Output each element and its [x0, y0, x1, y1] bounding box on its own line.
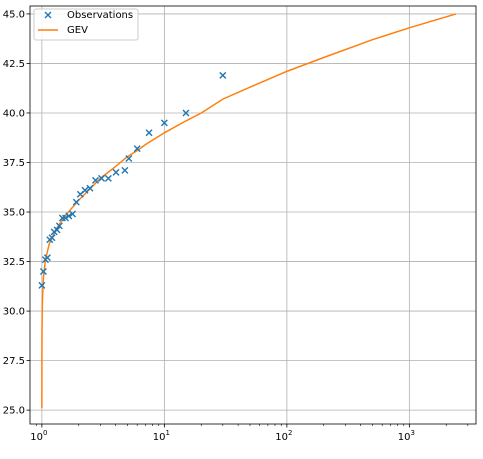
legend: Observations GEV: [33, 8, 139, 41]
grid: [30, 6, 476, 424]
legend-label-observations: Observations: [67, 10, 133, 21]
observation-point: [43, 254, 51, 262]
legend-box: [33, 8, 139, 41]
observation-point: [98, 174, 106, 182]
observation-point: [72, 198, 80, 206]
observation-point: [219, 71, 227, 79]
legend-label-gev: GEV: [67, 25, 88, 36]
observation-point: [112, 168, 120, 176]
plot-frame: [29, 5, 477, 425]
y-tick-label: 25.0: [3, 406, 25, 417]
legend-entry-gev: GEV: [38, 25, 88, 36]
y-tick-label: 45.0: [3, 9, 25, 20]
observation-point: [145, 129, 153, 137]
observations-series: [38, 71, 227, 289]
legend-entry-observations: Observations: [44, 10, 133, 21]
observation-point: [48, 234, 56, 242]
observation-point: [125, 155, 133, 163]
y-tick-label: 37.5: [3, 158, 25, 169]
observation-point: [55, 222, 63, 230]
observation-point: [65, 212, 73, 220]
observation-point: [39, 267, 47, 275]
observation-point: [62, 214, 70, 222]
x-tick-label: 103: [398, 429, 415, 443]
y-tick-label: 30.0: [3, 307, 25, 318]
y-tick-label: 42.5: [3, 59, 25, 70]
observation-point: [81, 186, 89, 194]
observation-point: [69, 210, 77, 218]
y-tick-label: 35.0: [3, 208, 25, 219]
observation-point: [53, 226, 61, 234]
x-tick-label: 101: [153, 429, 170, 443]
observation-point: [160, 119, 168, 127]
x-tick-label: 100: [30, 429, 47, 443]
observation-point: [133, 145, 141, 153]
observation-point: [121, 166, 129, 174]
observation-point: [91, 176, 99, 184]
y-tick-label: 40.0: [3, 108, 25, 119]
legend-marker-observations: [44, 11, 52, 19]
axis-ticks: 100 101 102 103 25.0 27.5 30.0 32.5 35.0 37.5 40.0…: [3, 9, 469, 443]
observation-point: [86, 184, 94, 192]
observation-point: [38, 281, 46, 289]
observation-point: [182, 109, 190, 117]
y-tick-label: 32.5: [3, 257, 25, 268]
y-tick-label: 27.5: [3, 356, 25, 367]
x-tick-label: 102: [275, 429, 292, 443]
observation-point: [104, 174, 112, 182]
